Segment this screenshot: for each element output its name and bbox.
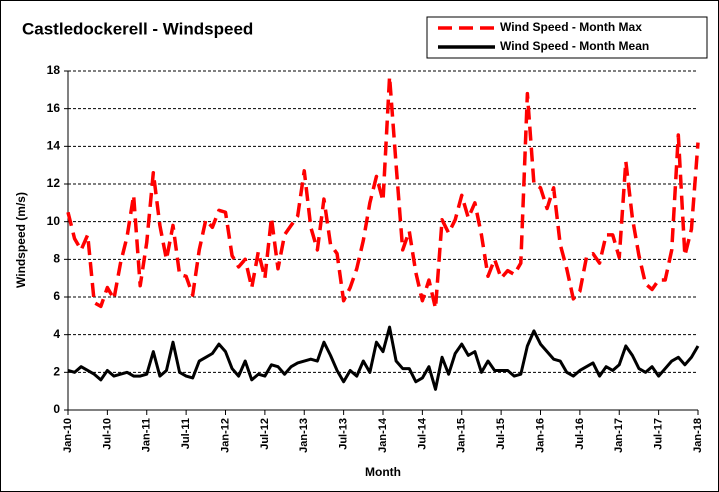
- chart-title: Castledockerell - Windspeed: [22, 19, 253, 38]
- y-tick-label: 4: [53, 327, 60, 341]
- legend-label: Wind Speed - Month Max: [500, 20, 642, 34]
- x-tick-label: Jan-10: [62, 418, 74, 453]
- y-tick-label: 14: [47, 139, 61, 153]
- y-tick-label: 8: [53, 252, 60, 266]
- y-tick-label: 0: [53, 402, 60, 416]
- y-axis-label: Windspeed (m/s): [14, 192, 28, 288]
- x-tick-label: Jan-18: [692, 418, 704, 453]
- y-tick-label: 12: [47, 176, 61, 190]
- y-tick-label: 16: [47, 101, 61, 115]
- data-line: [66, 74, 700, 311]
- x-tick-label: Jul-11: [180, 418, 192, 449]
- x-axis-label: Month: [365, 465, 401, 479]
- y-tick-label: 10: [47, 214, 61, 228]
- x-tick-label: Jan-15: [456, 418, 468, 453]
- x-tick-label: Jan-17: [613, 418, 625, 453]
- x-tick-label: Jul-17: [653, 418, 665, 450]
- legend-box: [426, 16, 708, 59]
- x-tick-label: Jul-15: [495, 418, 507, 450]
- x-tick-label: Jul-13: [338, 418, 350, 450]
- x-tick-label: Jul-12: [259, 418, 271, 450]
- x-tick-label: Jan-14: [377, 417, 389, 453]
- x-tick-label: Jul-14: [416, 417, 428, 450]
- x-tick-label: Jan-16: [534, 418, 546, 453]
- y-tick-label: 18: [47, 63, 61, 77]
- x-tick-label: Jul-10: [101, 418, 113, 450]
- legend-label: Wind Speed - Month Mean: [500, 39, 649, 53]
- y-tick-label: 6: [53, 289, 60, 303]
- x-tick-label: Jan-13: [298, 418, 310, 453]
- y-tick-label: 2: [53, 365, 60, 379]
- x-tick-label: Jan-11: [141, 418, 153, 452]
- data-line: [67, 325, 700, 391]
- x-tick-label: Jul-16: [574, 418, 586, 450]
- x-tick-label: Jan-12: [219, 418, 231, 453]
